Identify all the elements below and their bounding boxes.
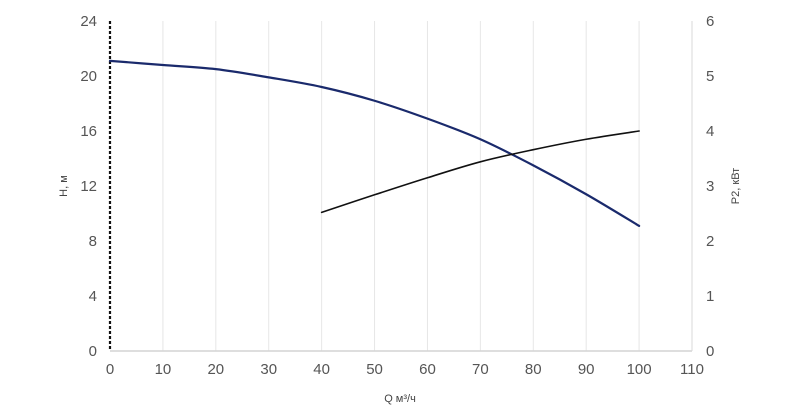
x-tick-label: 10	[155, 361, 172, 378]
x-tick-label: 30	[260, 361, 277, 378]
y-tick-label: 16	[80, 123, 97, 140]
x-tick-label: 0	[106, 361, 114, 378]
y2-tick-label: 1	[706, 288, 714, 305]
series-lines	[108, 59, 641, 227]
tick-labels: 0 10 20 30 40 50 60 70 80 90 100 110048121620240123…	[80, 13, 714, 378]
x-tick-label: 50	[366, 361, 383, 378]
vertical-grid	[162, 21, 693, 351]
y-tick-label: 20	[80, 68, 97, 85]
y2-axis-title: P2, кВт	[730, 168, 742, 204]
head-curve-line	[108, 59, 641, 227]
x-tick-label: 20	[207, 361, 224, 378]
y-tick-label: 24	[80, 13, 97, 30]
y-axis-title: H, м	[58, 175, 70, 197]
y2-tick-label: 0	[706, 343, 714, 360]
y-tick-label: 0	[89, 343, 97, 360]
power-curve-line	[320, 130, 640, 214]
axes	[108, 21, 693, 352]
y2-tick-label: 3	[706, 178, 714, 195]
x-tick-label: 100	[627, 361, 652, 378]
y-tick-label: 8	[89, 233, 97, 250]
y-tick-label: 4	[89, 288, 97, 305]
y-tick-label: 12	[80, 178, 97, 195]
x-tick-label: 60	[419, 361, 436, 378]
x-tick-label: 70	[472, 361, 489, 378]
y2-tick-label: 5	[706, 68, 714, 85]
x-axis-title: Q м³/ч	[384, 393, 416, 405]
y2-tick-label: 2	[706, 233, 714, 250]
y2-tick-label: 4	[706, 123, 714, 140]
x-tick-label: 40	[313, 361, 330, 378]
x-tick-label: 110	[680, 361, 704, 378]
x-tick-label: 80	[525, 361, 542, 378]
x-tick-label: 90	[578, 361, 595, 378]
y2-tick-label: 6	[706, 13, 714, 30]
